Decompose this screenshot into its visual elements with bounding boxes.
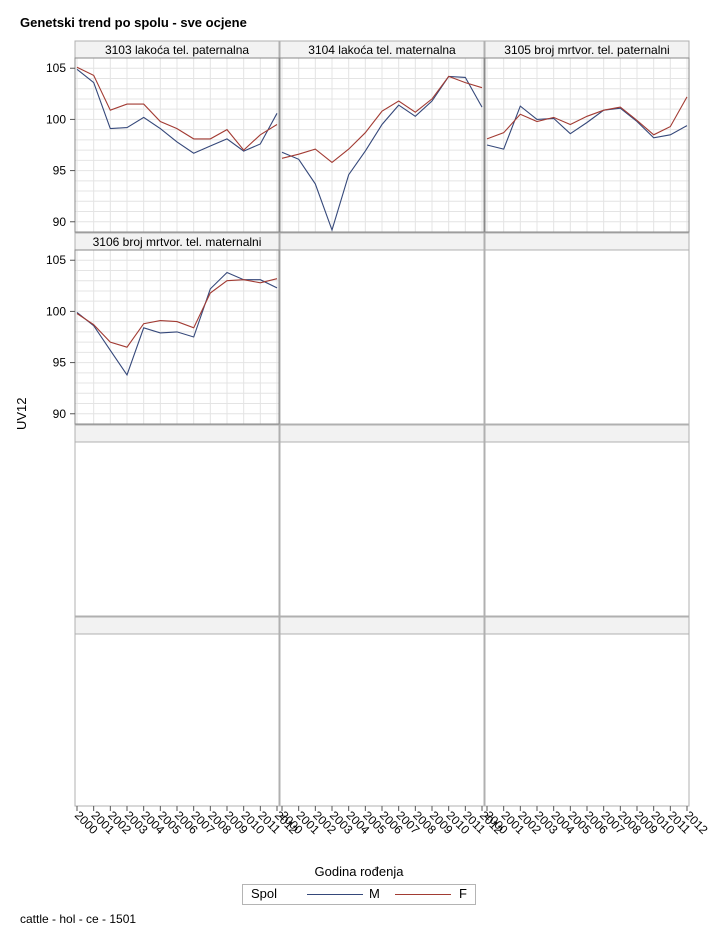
panel-header-label: 3104 lakoća tel. maternalna: [308, 43, 456, 57]
series-line-m: [76, 68, 278, 154]
legend-line-f: [395, 894, 451, 895]
panel-header-bg: [484, 232, 690, 251]
panel-border: [279, 57, 485, 233]
y-tick-label: 95: [53, 164, 67, 178]
y-tick-label: 100: [46, 304, 66, 318]
panel-frame: [484, 249, 690, 425]
panel-header-bg: [484, 424, 690, 443]
panel-header-bg: [279, 232, 485, 251]
panel-border: [484, 57, 690, 233]
legend-title: Spol: [251, 886, 278, 901]
y-tick-label: 105: [46, 253, 66, 267]
chart-title: Genetski trend po spolu - sve ocjene: [20, 15, 247, 30]
legend: Spol M F: [242, 884, 476, 905]
panel-frame: [279, 441, 485, 617]
panel-header-label: 3106 broj mrtvor. tel. maternalni: [93, 235, 262, 249]
series-line-f: [76, 66, 278, 151]
panel-header-bg: [279, 424, 485, 443]
panel-frame: [74, 633, 280, 807]
legend-label-f: F: [459, 886, 467, 901]
panel-header-bg: [74, 424, 280, 443]
panel-header-label: 3105 broj mrtvor. tel. paternalni: [504, 43, 669, 57]
legend-label-m: M: [369, 886, 380, 901]
panel-border: [74, 249, 280, 425]
panel-header-label: 3103 lakoća tel. paternalna: [105, 43, 249, 57]
y-tick-label: 90: [53, 407, 67, 421]
series-line-m: [486, 105, 688, 150]
y-tick-label: 90: [53, 215, 67, 229]
panel-frame: [279, 249, 485, 425]
panel-header-bg: [74, 616, 280, 635]
y-tick-label: 105: [46, 61, 66, 75]
footnote: cattle - hol - ce - 1501: [20, 912, 137, 926]
y-axis-title: UV12: [14, 397, 29, 430]
panel-header-bg: [279, 616, 485, 635]
y-tick-label: 100: [46, 112, 66, 126]
x-axis-title: Godina rođenja: [314, 864, 404, 879]
panel-header-bg: [484, 616, 690, 635]
series-line-f: [486, 96, 688, 140]
series-line-f: [281, 75, 483, 164]
panel-frame: [74, 441, 280, 617]
panel-frame: [484, 441, 690, 617]
panel-frame: [279, 633, 485, 807]
series-line-f: [76, 278, 278, 348]
y-tick-label: 95: [53, 356, 67, 370]
panel-border: [74, 57, 280, 233]
panel-frame: [484, 633, 690, 807]
legend-line-m: [307, 894, 363, 895]
